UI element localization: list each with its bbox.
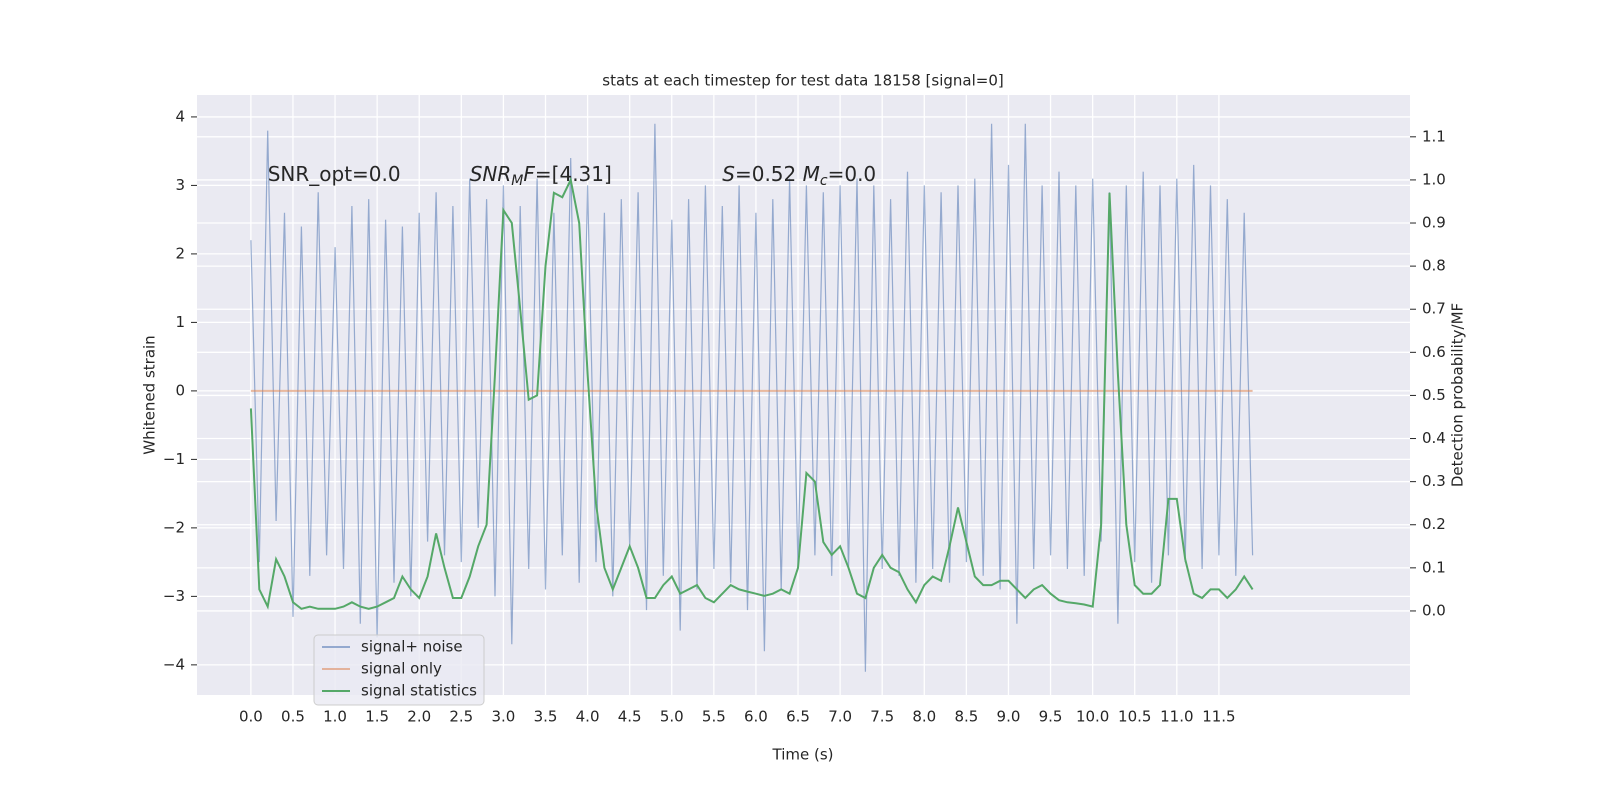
legend-label: signal+ noise xyxy=(361,638,463,656)
annotation-part: F xyxy=(523,162,535,186)
series-line xyxy=(249,176,1254,610)
annotation-part: SNR_opt=0.0 xyxy=(268,162,401,186)
x-axis-label: Time (s) xyxy=(772,746,834,764)
x-tick-label: 6.5 xyxy=(786,708,810,726)
y2-tick-label: 0.3 xyxy=(1422,472,1446,490)
x-tick-label: 4.0 xyxy=(576,708,600,726)
chart-title: stats at each timestep for test data 181… xyxy=(602,72,1003,90)
annotation-part: M xyxy=(511,173,523,189)
y-tick-label: −2 xyxy=(163,518,185,536)
y2-tick-label: 0.2 xyxy=(1422,515,1446,533)
x-tick-label: 2.0 xyxy=(407,708,431,726)
y2-tick-label: 0.4 xyxy=(1422,429,1446,447)
x-tick-label: 8.0 xyxy=(912,708,936,726)
x-tick-label: 6.0 xyxy=(744,708,768,726)
y-tick-label: 2 xyxy=(175,244,185,262)
x-tick-label: 10.0 xyxy=(1076,708,1109,726)
x-tick-label: 3.5 xyxy=(534,708,558,726)
legend-box xyxy=(313,634,485,706)
y-tick-label: −3 xyxy=(163,587,185,605)
annotations: SNR_opt=0.0 SNRMF=[4.31] S=0.52 Mc=0.0 xyxy=(268,162,876,190)
x-tick-label: 3.0 xyxy=(491,708,515,726)
y2-axis-label: Detection probability/MF xyxy=(1449,303,1467,487)
y2-tick-label: 1.1 xyxy=(1422,127,1446,145)
x-tick-label: 1.5 xyxy=(365,708,389,726)
legend-label: signal only xyxy=(361,660,442,678)
legend-label: signal statistics xyxy=(361,682,477,700)
x-tick-label: 9.0 xyxy=(997,708,1021,726)
y2-tick-label: 0.7 xyxy=(1422,300,1446,318)
annotation: SNR_opt=0.0 xyxy=(268,162,401,186)
x-tick-label: 8.5 xyxy=(954,708,978,726)
y-axis-label: Whitened strain xyxy=(141,335,159,454)
y2-tick-label: 0.6 xyxy=(1422,343,1446,361)
x-tick-label: 5.5 xyxy=(702,708,726,726)
annotation: SNRMF=[4.31] xyxy=(470,162,612,190)
x-tick-label: 10.5 xyxy=(1118,708,1151,726)
x-tick-label: 11.0 xyxy=(1160,708,1193,726)
series-line xyxy=(250,123,1254,672)
y-tick-label: 4 xyxy=(175,107,185,125)
y-tick-label: 0 xyxy=(175,381,185,399)
annotation-part: =0.52 xyxy=(735,162,803,186)
y2-tick-label: 0.5 xyxy=(1422,386,1446,404)
annotation-part: =0.0 xyxy=(828,162,877,186)
y2-tick-label: 0.0 xyxy=(1422,601,1446,619)
annotation-part: c xyxy=(820,173,828,189)
annotation-part: M xyxy=(803,162,820,186)
x-tick-label: 1.0 xyxy=(323,708,347,726)
y-tick-label: 1 xyxy=(175,313,185,331)
y2-tick-label: 0.8 xyxy=(1422,257,1446,275)
annotation-part: S xyxy=(722,162,735,186)
x-tick-label: 0.0 xyxy=(239,708,263,726)
x-tick-label: 2.5 xyxy=(449,708,473,726)
x-tick-label: 7.5 xyxy=(870,708,894,726)
x-tick-label: 5.0 xyxy=(660,708,684,726)
x-tick-label: 0.5 xyxy=(281,708,305,726)
x-tick-label: 11.5 xyxy=(1202,708,1235,726)
x-tick-label: 4.5 xyxy=(618,708,642,726)
y-tick-label: 3 xyxy=(175,176,185,194)
legend: signal+ noise signal only signal statistic… xyxy=(313,634,485,706)
plot xyxy=(249,123,1254,672)
annotation-part: SNR xyxy=(470,162,512,186)
y-tick-label: −4 xyxy=(163,655,185,673)
y2-tick-label: 0.9 xyxy=(1422,214,1446,232)
x-tick-label: 9.5 xyxy=(1039,708,1063,726)
annotation: S=0.52 Mc=0.0 xyxy=(722,162,876,190)
y2-tick-label: 0.1 xyxy=(1422,558,1446,576)
y-tick-label: −1 xyxy=(163,450,185,468)
y2-tick-label: 1.0 xyxy=(1422,170,1446,188)
annotation-part: =[4.31] xyxy=(535,162,612,186)
x-tick-label: 7.0 xyxy=(828,708,852,726)
